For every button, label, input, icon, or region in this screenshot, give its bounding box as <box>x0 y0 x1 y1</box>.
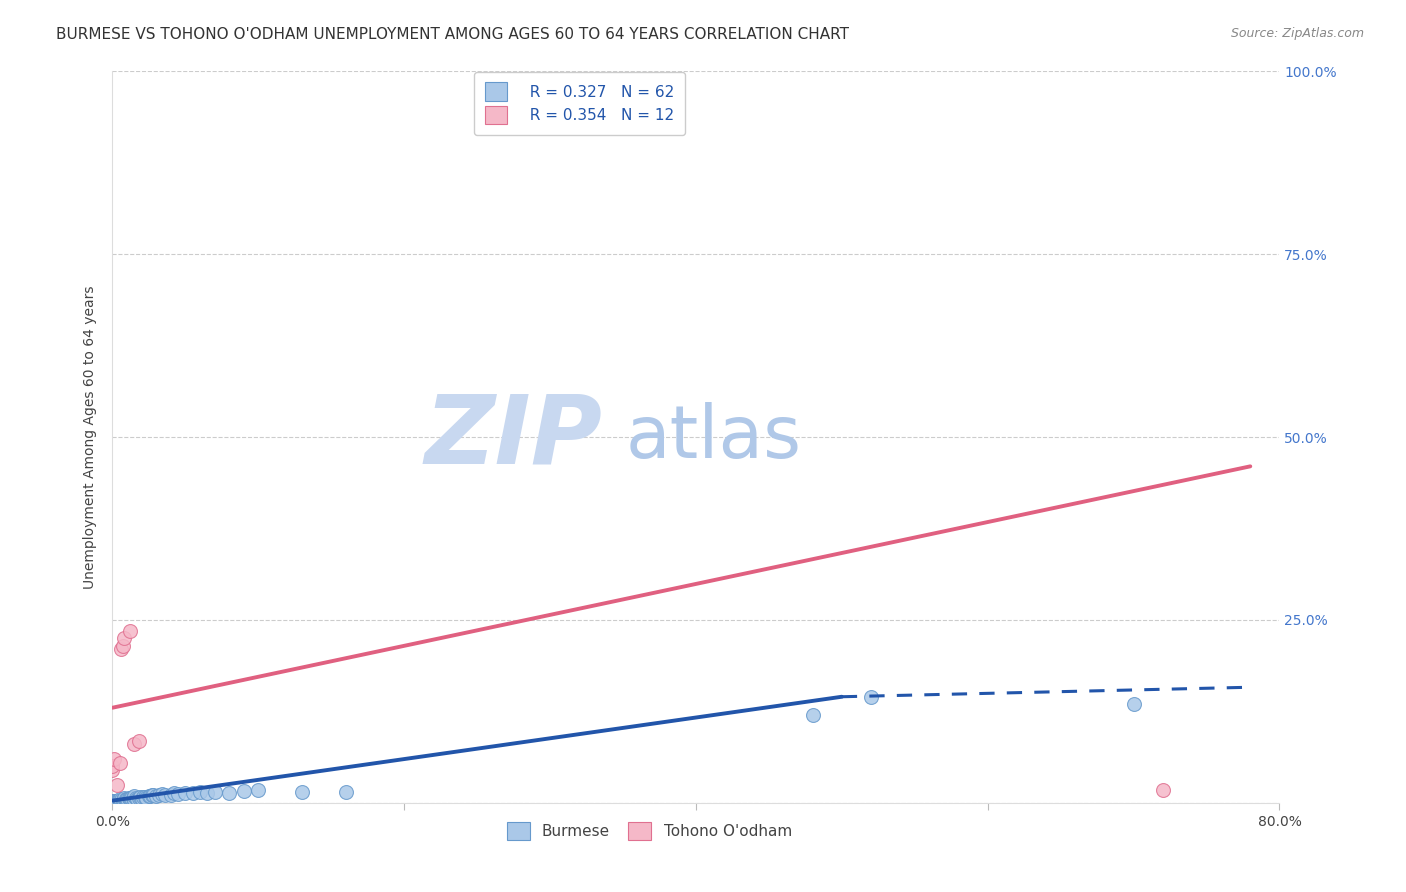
Point <box>132 789 155 804</box>
Point <box>105 796 128 810</box>
Point <box>112 791 135 805</box>
Point <box>101 794 124 808</box>
Y-axis label: Unemployment Among Ages 60 to 64 years: Unemployment Among Ages 60 to 64 years <box>83 285 97 589</box>
Point <box>124 789 146 804</box>
Point <box>118 624 141 638</box>
Point <box>118 790 141 805</box>
Point <box>163 786 186 800</box>
Point <box>860 690 883 704</box>
Point <box>115 792 138 806</box>
Point <box>124 793 146 807</box>
Point <box>105 794 128 808</box>
Point <box>108 794 131 808</box>
Point <box>111 796 134 810</box>
Text: ZIP: ZIP <box>425 391 603 483</box>
Point <box>101 796 124 810</box>
Point <box>128 790 150 805</box>
Point <box>107 794 129 808</box>
Point <box>204 785 226 799</box>
Point <box>103 794 125 808</box>
Point <box>114 794 136 808</box>
Point <box>103 752 125 766</box>
Point <box>131 792 153 806</box>
Point <box>134 789 156 804</box>
Point <box>101 794 124 808</box>
Point <box>167 787 190 801</box>
Point <box>114 792 136 806</box>
Point <box>801 708 824 723</box>
Point <box>117 791 139 805</box>
Point <box>135 790 157 805</box>
Point <box>110 793 132 807</box>
Point <box>181 786 204 800</box>
Point <box>141 789 163 803</box>
Point <box>150 787 173 801</box>
Point <box>138 789 160 804</box>
Point <box>127 792 149 806</box>
Point <box>111 793 134 807</box>
Legend: Burmese, Tohono O'odham: Burmese, Tohono O'odham <box>501 815 797 847</box>
Point <box>174 786 197 800</box>
Point <box>160 789 183 803</box>
Text: atlas: atlas <box>626 401 801 473</box>
Text: BURMESE VS TOHONO O'ODHAM UNEMPLOYMENT AMONG AGES 60 TO 64 YEARS CORRELATION CHA: BURMESE VS TOHONO O'ODHAM UNEMPLOYMENT A… <box>56 27 849 42</box>
Point <box>110 642 132 657</box>
Point <box>104 796 127 810</box>
Point <box>188 785 211 799</box>
Point <box>124 737 146 751</box>
Point <box>153 788 176 802</box>
Point <box>115 796 138 810</box>
Point <box>108 796 131 810</box>
Point <box>1152 782 1174 797</box>
Point <box>111 639 134 653</box>
Point <box>108 756 131 770</box>
Point <box>105 778 128 792</box>
Point <box>291 785 314 799</box>
Point <box>112 794 135 808</box>
Point <box>148 789 170 803</box>
Point <box>104 794 127 808</box>
Point <box>232 784 254 798</box>
Point <box>218 786 240 800</box>
Point <box>112 632 135 646</box>
Point <box>122 791 145 805</box>
Point <box>128 733 150 747</box>
Point <box>247 782 270 797</box>
Point <box>142 789 165 803</box>
Point <box>1122 697 1144 711</box>
Point <box>108 792 131 806</box>
Point <box>129 789 152 804</box>
Text: Source: ZipAtlas.com: Source: ZipAtlas.com <box>1230 27 1364 40</box>
Point <box>335 785 357 799</box>
Point <box>101 759 124 773</box>
Point <box>139 789 162 804</box>
Point <box>145 789 167 804</box>
Point <box>195 786 218 800</box>
Point <box>103 796 125 810</box>
Point <box>107 796 129 810</box>
Point <box>101 763 124 777</box>
Point <box>120 791 142 805</box>
Point <box>118 793 141 807</box>
Point <box>125 791 148 805</box>
